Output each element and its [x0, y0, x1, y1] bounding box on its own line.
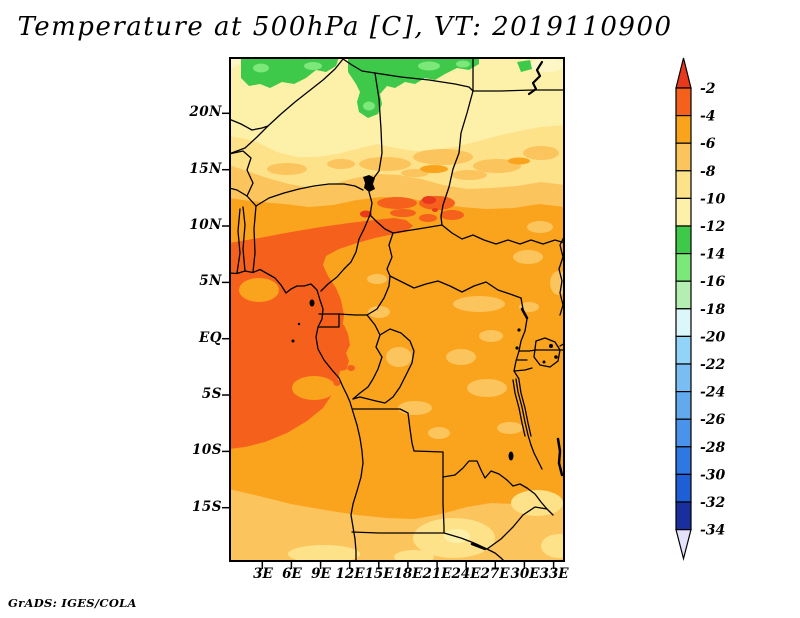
colorbar-segment: [675, 418, 692, 448]
plot-title: Temperature at 500hPa [C], VT: 201911090…: [17, 12, 673, 42]
colorbar-segment: [675, 501, 692, 531]
colorbar-label: -22: [700, 357, 726, 373]
colorbar-segment: [675, 391, 692, 420]
colorbar-label: -28: [700, 440, 726, 456]
colorbar-label: -4: [700, 109, 716, 125]
map-shading: [229, 57, 565, 562]
colorbar-segment: [675, 280, 692, 310]
colorbar-segment: [675, 225, 692, 255]
map-borders: [229, 57, 565, 562]
colorbar-segment: [675, 308, 692, 338]
x-axis-label: 15E: [364, 566, 394, 582]
colorbar-segment: [675, 87, 692, 117]
x-axis-label: 6E: [282, 566, 302, 582]
colorbar-arrow-bottom: [675, 529, 692, 561]
x-axis-label: 30E: [510, 566, 540, 582]
map-lakes: [291, 175, 558, 461]
x-axis-label: 24E: [451, 566, 481, 582]
colorbar-label: -6: [700, 136, 716, 152]
colorbar-label: -8: [700, 164, 716, 180]
axis-ticks: [222, 112, 555, 569]
colorbar-label: -10: [700, 191, 726, 207]
colorbar-segment: [675, 170, 692, 200]
x-axis-label: 12E: [335, 566, 365, 582]
colorbar-segment: [675, 473, 692, 503]
colorbar-label: -20: [700, 329, 726, 345]
x-axis-label: 9E: [311, 566, 331, 582]
colorbar-arrow-top: [675, 57, 692, 89]
map-frame: [229, 57, 565, 562]
colorbar-segment: [675, 142, 692, 172]
x-axis-label: 3E: [253, 566, 273, 582]
colorbar-label: -24: [700, 385, 725, 401]
y-axis-label: 10N: [189, 217, 222, 233]
colorbar-label: -26: [700, 412, 726, 428]
y-axis-label: 10S: [191, 442, 222, 458]
colorbar-label: -2: [700, 81, 716, 97]
y-axis-label: 15S: [191, 499, 222, 515]
colorbar-label: -14: [700, 247, 725, 263]
colorbar-label: -34: [700, 523, 725, 539]
colorbar-label: -18: [700, 302, 726, 318]
x-axis-label: 27E: [480, 566, 510, 582]
attribution: GrADS: IGES/COLA: [8, 596, 137, 610]
y-axis-label: 15N: [189, 161, 222, 177]
colorbar-segment: [675, 253, 692, 282]
colorbar-label: -30: [700, 467, 726, 483]
colorbar-segment: [675, 446, 692, 475]
x-axis-label: 33E: [539, 566, 569, 582]
colorbar: -2 -4 -6 -8 -10 -12 -14 -16 -18 -20 -22 -24 -26 -28 -3…: [675, 57, 726, 561]
colorbar-label: -16: [700, 274, 726, 290]
colorbar-label: -32: [700, 495, 726, 511]
colorbar-segment: [675, 114, 692, 144]
y-axis-label: EQ: [198, 330, 222, 346]
map-canvas: [222, 57, 565, 569]
colorbar-segment: [675, 197, 692, 227]
x-axis-label: 21E: [422, 566, 452, 582]
y-axis-label: 5N: [199, 273, 222, 289]
colorbar-segment: [675, 335, 692, 365]
colorbar-segment: [675, 363, 692, 393]
y-axis-label: 5S: [201, 386, 222, 402]
y-axis-label: 20N: [189, 104, 222, 120]
x-axis-label: 18E: [393, 566, 423, 582]
colorbar-label: -12: [700, 219, 726, 235]
